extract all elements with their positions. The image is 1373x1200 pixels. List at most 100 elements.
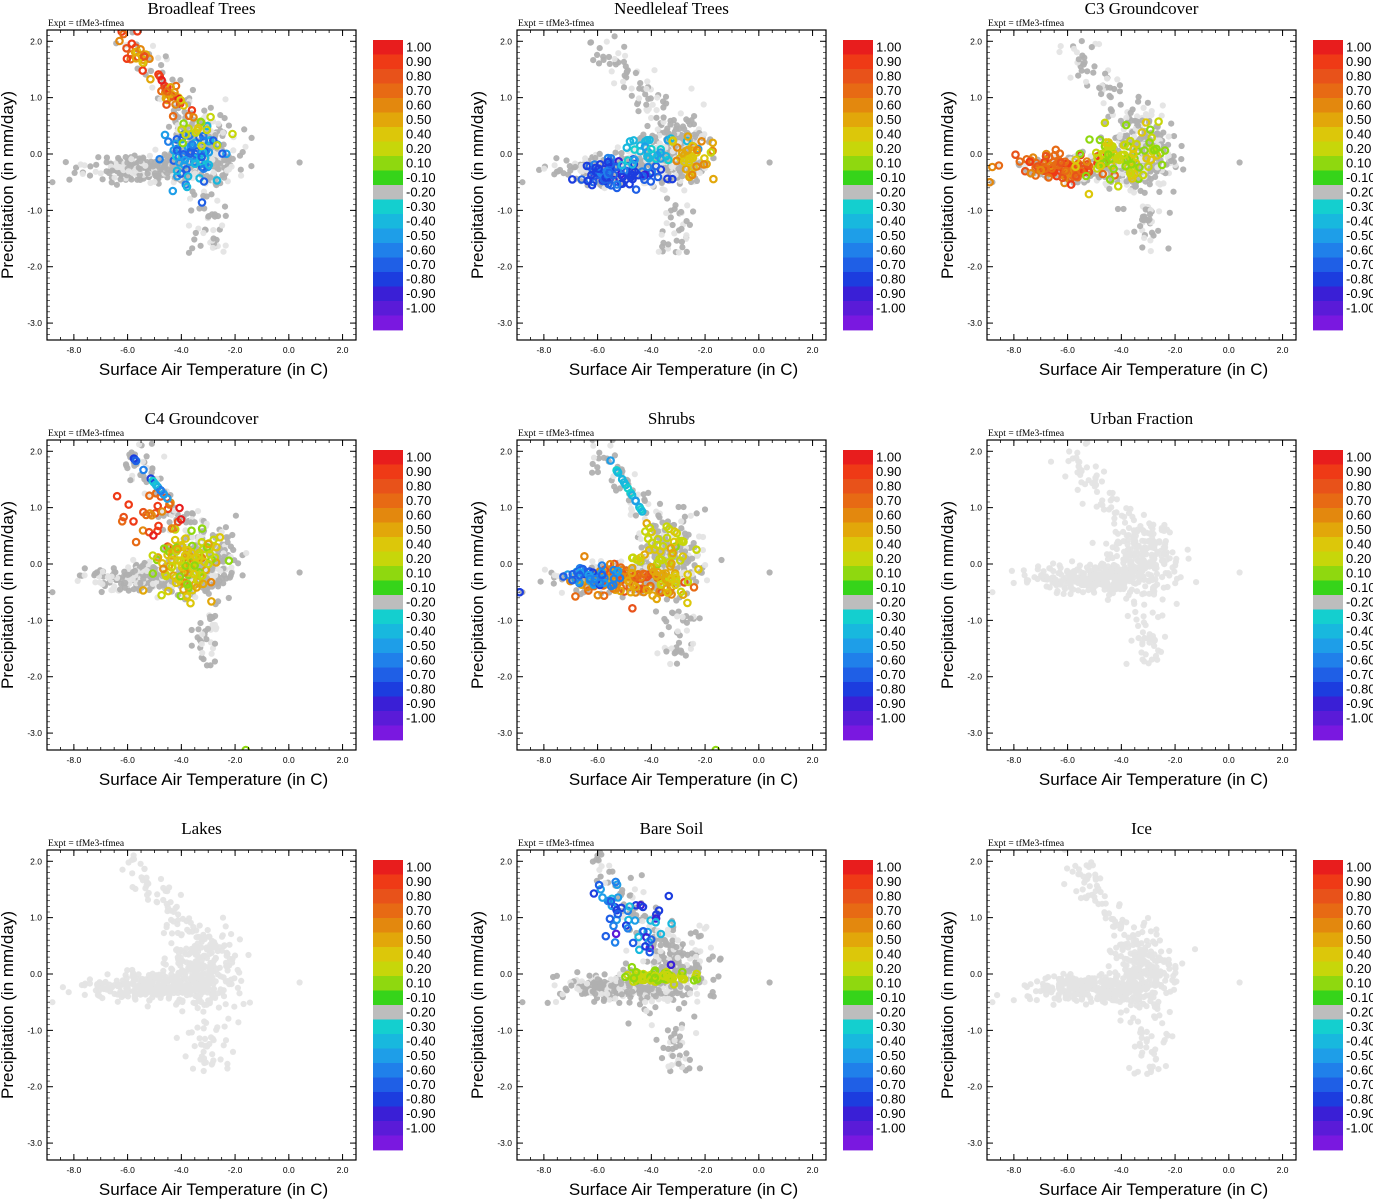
data-point <box>655 554 664 564</box>
colorbar-label: -0.10 <box>1346 170 1373 185</box>
data-point <box>81 565 88 572</box>
data-point <box>161 453 168 460</box>
data-point <box>197 620 204 627</box>
colorbar-swatch <box>843 199 873 215</box>
data-point <box>683 218 690 225</box>
data-point <box>95 154 102 161</box>
data-point <box>122 579 129 587</box>
data-point <box>225 166 233 173</box>
data-point <box>114 164 121 171</box>
data-point <box>660 98 667 105</box>
data-point <box>687 170 697 180</box>
data-point <box>182 182 192 192</box>
data-point <box>1135 93 1142 100</box>
colorbar-label: 0.80 <box>1346 68 1371 83</box>
data-point <box>575 570 584 580</box>
data-point <box>642 91 649 98</box>
data-point <box>172 135 182 144</box>
data-point <box>675 503 682 511</box>
data-point <box>625 137 635 146</box>
data-point <box>171 100 180 109</box>
data-point <box>1156 208 1163 215</box>
data-point <box>1115 155 1124 165</box>
data-point <box>130 586 137 593</box>
data-point <box>185 249 193 256</box>
data-point <box>615 50 622 57</box>
data-point <box>1140 146 1149 155</box>
colorbar-label: -0.90 <box>406 286 436 301</box>
data-point <box>125 168 132 175</box>
data-point <box>1056 48 1063 56</box>
expt-label: Expt = tfMe3-tfmea <box>48 18 125 29</box>
data-point <box>158 62 165 69</box>
colorbar-label: -0.60 <box>876 242 906 257</box>
x-tick-label: -6.0 <box>1060 345 1075 355</box>
colorbar-label: 0.50 <box>406 522 431 537</box>
data-point <box>1011 150 1020 160</box>
data-point <box>188 140 197 149</box>
data-point <box>605 559 615 569</box>
colorbar-swatch <box>373 243 403 258</box>
colorbar-label: -0.90 <box>406 696 436 711</box>
data-point <box>203 520 210 527</box>
data-point <box>124 571 131 579</box>
data-point <box>134 176 141 183</box>
data-point <box>98 588 105 596</box>
colorbar-swatch <box>373 257 403 273</box>
data-point <box>209 211 216 218</box>
data-point <box>689 555 696 562</box>
data-point <box>198 654 205 661</box>
data-point <box>186 598 195 608</box>
x-tick-label: -6.0 <box>120 755 135 765</box>
plot-frame <box>46 29 357 341</box>
data-point <box>1148 229 1156 236</box>
data-point <box>635 556 645 566</box>
data-point <box>119 30 128 39</box>
data-point <box>1155 180 1162 187</box>
data-point <box>627 568 637 578</box>
data-point <box>628 85 635 92</box>
data-point <box>92 579 99 586</box>
data-point <box>166 519 173 526</box>
data-point <box>641 496 648 503</box>
data-point <box>587 170 596 180</box>
x-tick-label: 2.0 <box>337 755 349 765</box>
data-point <box>653 172 663 182</box>
y-tick-label: -1.0 <box>497 205 512 215</box>
x-tick-label: -6.0 <box>590 345 605 355</box>
data-point <box>1150 145 1159 155</box>
data-point <box>1139 244 1146 251</box>
colorbar-label: -0.30 <box>876 199 906 214</box>
data-point <box>672 156 682 166</box>
x-tick-label: -2.0 <box>228 755 243 765</box>
data-point <box>1075 56 1082 63</box>
data-point <box>599 578 609 588</box>
data-point <box>1095 41 1103 48</box>
data-point <box>1124 132 1131 139</box>
data-point <box>131 567 138 574</box>
data-point <box>660 118 667 126</box>
scatter-panel: C3 Groundcover Expt = tfMe3-tfmea -8.0 -6.0… <box>938 0 1373 379</box>
x-tick-label: -8.0 <box>537 755 552 765</box>
data-point <box>675 556 685 565</box>
data-point <box>154 521 163 531</box>
data-point <box>669 537 679 547</box>
colorbar-label: -0.90 <box>1346 286 1373 301</box>
colorbar-label: 0.50 <box>876 112 901 127</box>
data-point <box>87 163 94 170</box>
data-point <box>239 149 246 156</box>
colorbar-swatch <box>373 185 403 200</box>
data-point <box>137 165 144 172</box>
data-point <box>1135 98 1142 105</box>
data-point <box>617 474 627 484</box>
data-point <box>192 229 199 237</box>
data-point <box>678 208 685 216</box>
data-point <box>212 542 221 552</box>
data-point <box>296 159 303 166</box>
colorbar-swatch <box>1313 112 1343 128</box>
colorbar-swatch <box>373 479 403 494</box>
data-point <box>648 591 657 600</box>
data-point <box>1131 228 1138 235</box>
data-point <box>222 212 229 219</box>
x-tick-label: -4.0 <box>174 345 189 355</box>
